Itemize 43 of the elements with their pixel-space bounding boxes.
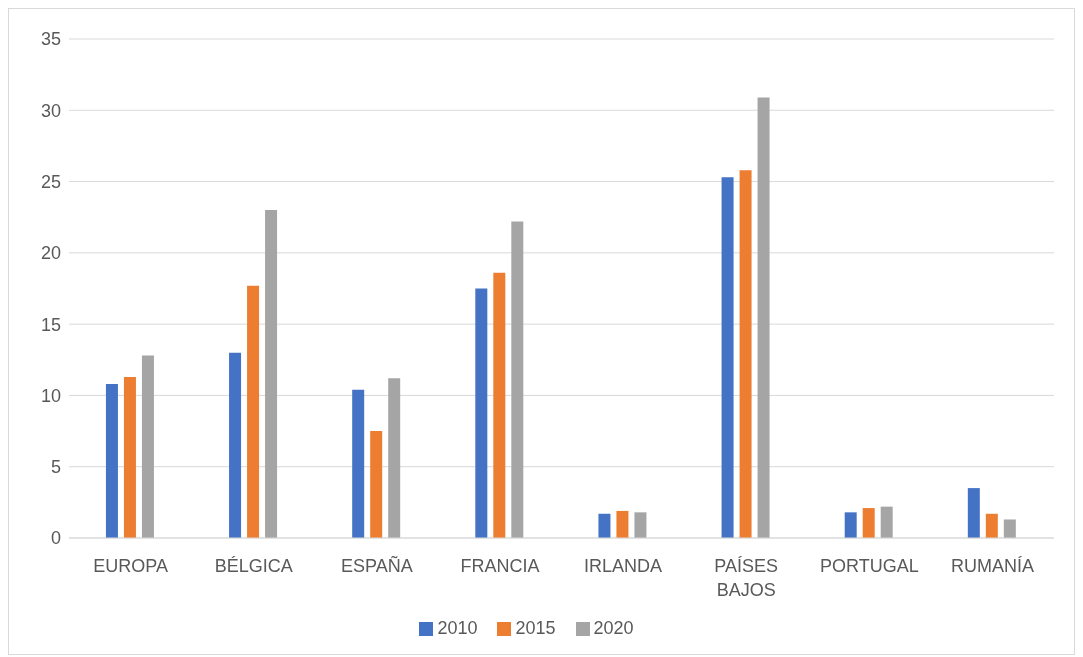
bar [616, 510, 629, 538]
y-tick-label: 25 [40, 171, 61, 192]
bar [598, 513, 611, 538]
bar [634, 512, 647, 538]
bar [721, 177, 734, 538]
x-tick-label: BÉLGICA [214, 556, 293, 576]
bar [352, 389, 365, 538]
bar [493, 272, 506, 538]
bar [844, 512, 857, 538]
bar [880, 506, 893, 538]
bar [123, 376, 136, 538]
y-tick-label: 30 [40, 100, 61, 121]
y-tick-label: 10 [40, 385, 61, 406]
x-tick-label: RUMANÍA [950, 556, 1034, 576]
bar [388, 378, 401, 538]
bar [511, 221, 524, 538]
bar [475, 288, 488, 538]
bar [229, 352, 242, 538]
legend-label: 2020 [593, 618, 634, 638]
bar [105, 384, 118, 538]
x-tick-label: PAÍSES BAJOS [714, 556, 779, 600]
y-tick-label: 20 [40, 243, 61, 264]
x-tick-label: ESPAÑA [340, 555, 413, 576]
bar [757, 97, 770, 538]
x-tick-label: PORTUGAL [819, 556, 919, 576]
y-tick-label: 35 [40, 29, 61, 50]
bar [265, 210, 278, 538]
y-tick-label: 15 [40, 314, 61, 335]
bar [985, 513, 998, 538]
y-tick-label: 0 [50, 528, 61, 549]
bar [862, 508, 875, 538]
bar [739, 170, 752, 538]
y-tick-label: 5 [50, 457, 61, 478]
x-tick-label: IRLANDA [584, 556, 663, 576]
x-tick-label: EUROPA [93, 556, 168, 576]
bar [1003, 519, 1016, 538]
bar [141, 355, 154, 538]
bar [247, 285, 260, 538]
legend-label: 2010 [437, 618, 478, 638]
bar [967, 488, 980, 538]
bar [370, 431, 383, 538]
legend-label: 2015 [515, 618, 556, 638]
x-tick-label: FRANCIA [460, 556, 540, 576]
